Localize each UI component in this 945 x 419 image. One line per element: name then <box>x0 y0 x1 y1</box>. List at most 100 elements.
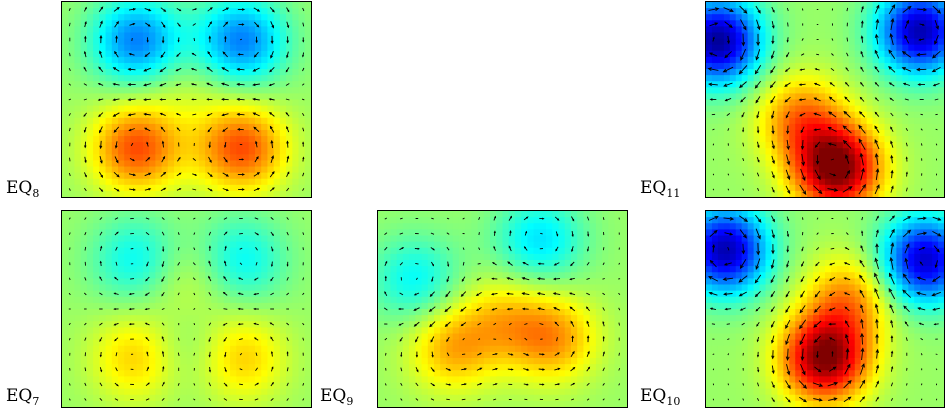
field-cell <box>378 284 385 292</box>
field-cell <box>286 247 293 255</box>
field-cell <box>452 260 460 267</box>
flow-arrow <box>268 83 275 87</box>
field-cell <box>99 75 107 82</box>
field-cell <box>514 211 522 218</box>
field-cell <box>771 123 778 131</box>
field-cell <box>192 117 200 125</box>
field-cell <box>292 190 300 197</box>
field-cell <box>589 217 597 224</box>
field-cell <box>267 364 275 371</box>
field-cell <box>741 117 749 125</box>
field-cell <box>759 190 767 197</box>
field-cell <box>533 358 541 365</box>
field-cell <box>765 38 773 46</box>
field-cell <box>93 211 100 218</box>
field-cell <box>198 278 206 286</box>
field-cell <box>564 345 572 353</box>
field-cell <box>223 32 231 40</box>
field-cell <box>62 14 69 21</box>
field-cell <box>242 376 250 384</box>
field-cell <box>86 302 94 310</box>
field-cell <box>477 388 485 396</box>
field-cell <box>149 388 156 396</box>
field-cell <box>771 148 778 155</box>
field-cell <box>261 284 269 292</box>
field-cell <box>62 260 69 267</box>
field-cell <box>390 339 398 347</box>
field-cell <box>427 339 435 347</box>
flow-arrow <box>302 37 305 43</box>
field-cell <box>795 166 802 174</box>
field-cell <box>99 351 107 359</box>
field-cell <box>729 129 737 137</box>
field-cell <box>533 247 541 255</box>
field-cell <box>546 370 553 377</box>
field-cell <box>267 56 275 64</box>
field-cell <box>136 136 144 143</box>
field-cell <box>471 211 479 218</box>
field-cell <box>155 75 163 82</box>
field-cell <box>62 154 69 162</box>
field-cell <box>434 333 441 341</box>
field-cell <box>192 32 200 40</box>
field-cell <box>273 75 281 82</box>
field-cell <box>267 339 275 347</box>
field-cell <box>149 129 156 137</box>
field-cell <box>211 370 219 377</box>
field-cell <box>261 32 269 40</box>
field-cell <box>279 241 287 249</box>
field-cell <box>186 81 194 88</box>
field-cell <box>496 241 504 249</box>
flow-arrow <box>193 337 196 341</box>
field-cell <box>546 223 553 230</box>
field-cell <box>161 129 169 137</box>
field-cell <box>174 211 181 218</box>
field-cell <box>105 184 113 192</box>
field-cell <box>396 235 404 243</box>
field-cell <box>546 376 553 384</box>
field-cell <box>304 2 311 9</box>
field-cell <box>254 93 262 101</box>
field-cell <box>533 309 541 316</box>
field-cell <box>747 172 755 180</box>
field-cell <box>198 111 206 119</box>
field-cell <box>74 56 82 64</box>
field-cell <box>777 81 784 88</box>
field-cell <box>546 296 553 304</box>
field-cell <box>186 241 194 249</box>
field-cell <box>149 172 156 180</box>
field-cell <box>735 62 743 70</box>
field-cell <box>217 272 225 279</box>
field-cell <box>421 364 429 371</box>
field-cell <box>783 50 790 58</box>
field-cell <box>706 32 713 40</box>
field-cell <box>564 333 572 341</box>
field-cell <box>759 8 767 15</box>
field-cell <box>68 123 76 131</box>
field-cell <box>717 38 725 46</box>
field-cell <box>483 351 491 359</box>
field-cell <box>254 105 262 113</box>
field-cell <box>502 394 510 402</box>
field-cell <box>729 32 737 40</box>
field-cell <box>62 20 69 27</box>
flow-arrow <box>477 263 481 265</box>
field-cell <box>564 241 572 249</box>
flow-arrow <box>506 307 513 311</box>
field-cell <box>254 38 262 46</box>
field-cell <box>402 217 410 224</box>
flow-arrow <box>536 277 545 281</box>
field-cell <box>217 345 225 353</box>
field-cell <box>717 2 725 9</box>
field-cell <box>130 339 138 347</box>
field-cell <box>546 315 553 322</box>
field-cell <box>124 247 132 255</box>
field-cell <box>230 260 237 267</box>
field-cell <box>242 315 250 322</box>
field-cell <box>292 302 300 310</box>
field-cell <box>254 26 262 34</box>
field-cell <box>378 241 385 249</box>
field-cell <box>198 339 206 347</box>
field-cell <box>62 26 69 34</box>
field-cell <box>458 235 466 243</box>
